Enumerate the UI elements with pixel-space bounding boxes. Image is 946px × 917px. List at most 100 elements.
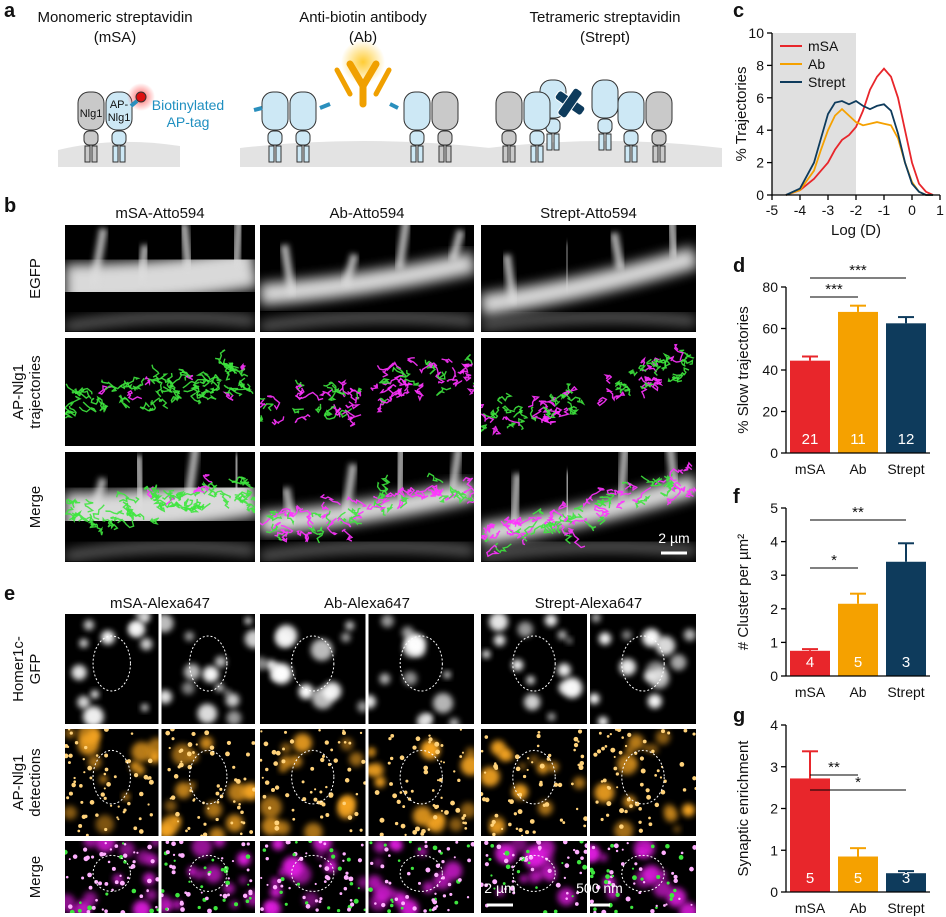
detection <box>349 898 353 902</box>
detection <box>576 891 580 895</box>
detection <box>609 732 612 736</box>
detection <box>639 782 644 787</box>
y-tick-label: 6 <box>756 90 764 106</box>
detection <box>579 761 585 766</box>
bar <box>838 603 878 676</box>
detection <box>155 877 159 882</box>
detection <box>344 778 350 783</box>
trajectory <box>391 366 405 376</box>
detection <box>601 909 607 913</box>
detection <box>246 868 250 872</box>
schematic-title: Monomeric streptavidin <box>37 9 192 26</box>
detection <box>584 843 587 849</box>
detection <box>516 870 521 874</box>
detection <box>275 750 281 756</box>
scale-bar-label: 2 µm <box>484 880 515 896</box>
spot <box>523 693 541 711</box>
detection <box>239 832 243 836</box>
dendrite <box>260 312 474 332</box>
synapse-outline <box>399 854 443 892</box>
micrograph <box>65 452 255 562</box>
detection <box>640 877 644 881</box>
trajectory <box>538 400 548 407</box>
detection <box>103 729 109 732</box>
trajectory <box>295 387 305 401</box>
trajectory <box>334 407 341 418</box>
trajectory <box>402 378 422 386</box>
detection <box>446 847 451 851</box>
trajectory <box>573 505 585 513</box>
spot <box>345 621 355 631</box>
spot <box>163 901 172 911</box>
detection <box>466 896 470 899</box>
trajectory <box>143 485 158 496</box>
protein-neck <box>501 130 517 146</box>
detection <box>104 767 109 772</box>
detection <box>536 734 541 739</box>
trajectory <box>500 520 514 536</box>
detection <box>168 746 171 750</box>
spot <box>526 676 535 685</box>
micrograph <box>260 841 366 913</box>
detection <box>323 842 327 846</box>
detection <box>638 820 642 824</box>
spot <box>449 718 460 724</box>
trajectory <box>667 375 683 383</box>
column-label: Strept-Atto594 <box>540 205 637 222</box>
detection <box>454 900 459 905</box>
spine <box>667 225 679 258</box>
spot <box>184 631 195 642</box>
detection <box>336 908 341 913</box>
detection <box>673 874 678 879</box>
spine <box>341 463 358 515</box>
trajectory <box>325 510 332 526</box>
detection <box>511 879 515 883</box>
detection <box>564 863 570 868</box>
trajectory <box>102 516 119 531</box>
trajectory <box>376 492 386 500</box>
spot <box>566 637 573 644</box>
trajectory <box>348 517 362 526</box>
spot <box>181 681 195 695</box>
spot <box>517 621 534 638</box>
detection <box>308 841 312 843</box>
detection <box>318 900 322 904</box>
detection <box>77 829 81 833</box>
detection <box>511 853 515 857</box>
spot <box>590 693 600 705</box>
detection <box>557 782 563 788</box>
detection <box>379 817 385 823</box>
trajectory <box>286 511 295 526</box>
detection <box>119 880 125 886</box>
micrograph <box>260 338 474 446</box>
trajectory <box>446 366 457 382</box>
detection <box>463 813 467 818</box>
trajectory <box>481 534 489 541</box>
trajectory <box>350 510 364 520</box>
detection <box>648 816 651 820</box>
spot <box>199 736 214 750</box>
row-label: EGFP <box>27 258 44 299</box>
detection <box>453 770 456 773</box>
spot <box>205 801 223 819</box>
detection <box>654 774 658 777</box>
detection <box>185 829 188 833</box>
detection <box>638 891 642 895</box>
spot <box>655 730 671 745</box>
trajectory <box>150 397 161 406</box>
detection <box>370 861 374 865</box>
detection <box>464 826 468 830</box>
dendrite <box>260 251 474 306</box>
spot <box>298 684 314 700</box>
detection <box>180 760 183 763</box>
detection <box>327 906 331 910</box>
micrograph <box>481 452 696 562</box>
detection <box>434 741 440 747</box>
detection <box>424 844 428 849</box>
trajectory <box>638 376 648 399</box>
trajectory <box>118 496 140 504</box>
detection <box>455 841 459 844</box>
trajectory <box>323 381 337 389</box>
trajectory <box>314 403 322 414</box>
